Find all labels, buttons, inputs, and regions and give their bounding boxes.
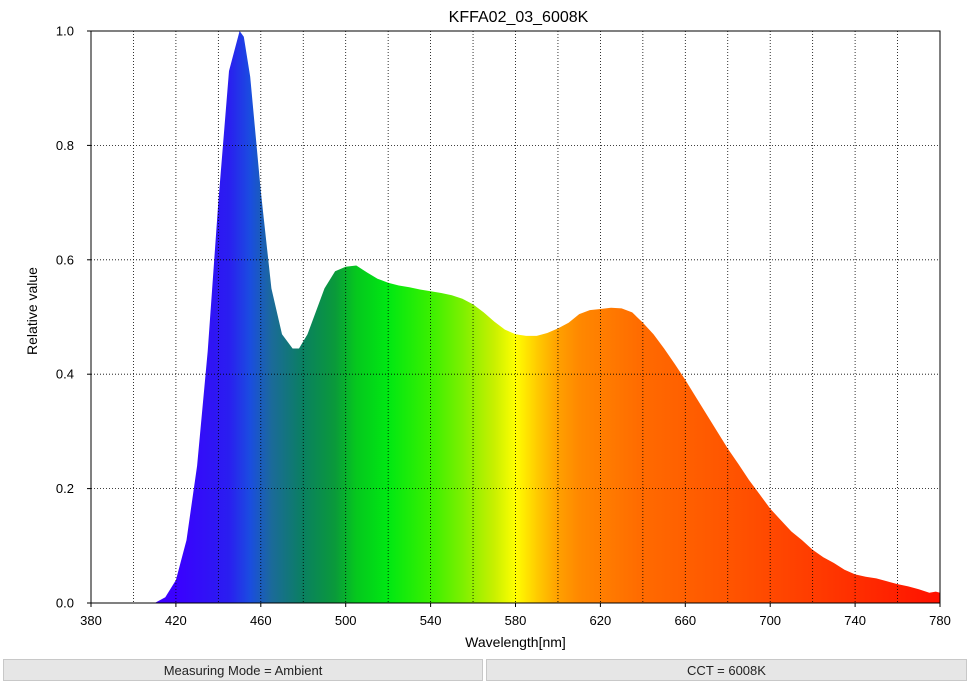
x-tick-label: 700 bbox=[759, 613, 781, 628]
x-tick-label: 620 bbox=[590, 613, 612, 628]
spectrum-chart: 380 420 460 500 540 580 620 660 700 740 780 0.0 0.2 0… bbox=[24, 9, 951, 650]
x-tick-label: 500 bbox=[335, 613, 357, 628]
y-tick-label: 0.2 bbox=[56, 481, 74, 496]
spectrum-area bbox=[154, 31, 941, 603]
measuring-mode-label: Measuring Mode = Ambient bbox=[3, 659, 483, 681]
x-tick-label: 740 bbox=[844, 613, 866, 628]
y-tick-label: 0.0 bbox=[56, 596, 74, 611]
chart-title: KFFA02_03_6008K bbox=[449, 9, 589, 26]
x-axis-label: Wavelength[nm] bbox=[465, 634, 566, 650]
x-tick-label: 660 bbox=[674, 613, 696, 628]
cct-label: CCT = 6008K bbox=[486, 659, 967, 681]
y-axis-label: Relative value bbox=[24, 267, 40, 355]
x-tick-label: 420 bbox=[165, 613, 187, 628]
y-tick-label: 0.4 bbox=[56, 367, 74, 382]
y-tick-label: 1.0 bbox=[56, 24, 74, 39]
x-tick-label: 460 bbox=[250, 613, 272, 628]
x-tick-label: 540 bbox=[420, 613, 442, 628]
x-tick-label: 580 bbox=[505, 613, 527, 628]
x-tick-label: 380 bbox=[80, 613, 102, 628]
x-tick-label: 780 bbox=[929, 613, 951, 628]
y-tick-label: 0.6 bbox=[56, 252, 74, 267]
y-tick-label: 0.8 bbox=[56, 138, 74, 153]
